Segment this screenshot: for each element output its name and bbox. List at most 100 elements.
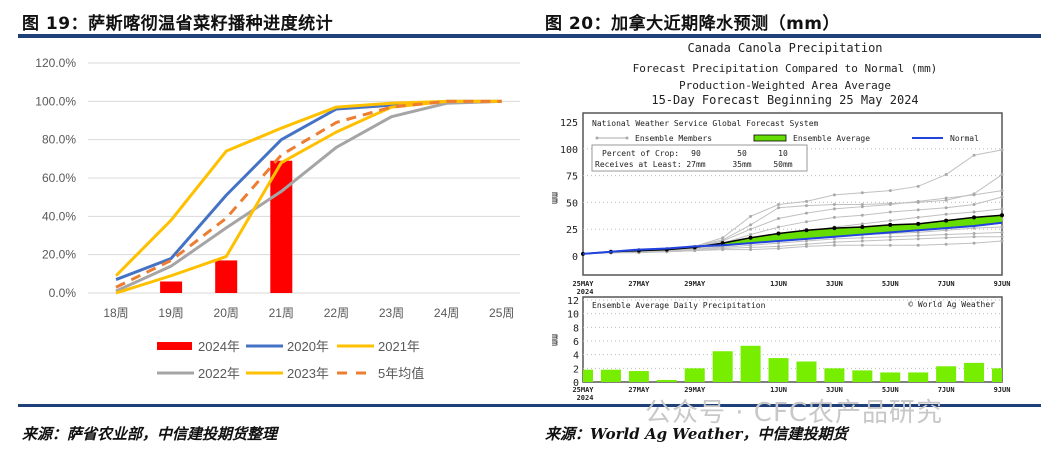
ensemble-member-line	[582, 240, 1003, 255]
daily-precip-bar	[992, 368, 1002, 382]
ensemble-member-point	[777, 241, 781, 245]
ensemble-member-point	[1000, 173, 1004, 177]
series-line	[114, 99, 502, 277]
ensemble-member-point	[749, 233, 753, 237]
bottom-divider	[18, 404, 1041, 407]
ensemble-average-point	[720, 241, 725, 246]
ensemble-average-point	[748, 235, 753, 240]
ensemble-average-point	[916, 221, 921, 226]
x-tick-label: 1JUN	[770, 386, 787, 394]
ensemble-member-point	[916, 237, 920, 241]
ensemble-member-point	[944, 196, 948, 200]
chart-title-line: Canada Canola Precipitation	[687, 41, 882, 55]
ensemble-average-point	[776, 231, 781, 236]
x-tick-label: 5JUN	[882, 280, 899, 288]
ensemble-member-point	[972, 231, 976, 235]
y-axis-label: mm	[549, 334, 560, 346]
ensemble-member-point	[972, 226, 976, 230]
figure-19-title: 图 19：萨斯喀彻温省菜籽播种进度统计	[22, 14, 334, 34]
ensemble-member-point	[860, 222, 864, 226]
x-tick-label: 23周	[379, 306, 404, 320]
ensemble-member-line	[582, 236, 1002, 255]
ensemble-member-point	[860, 239, 864, 243]
daily-precip-bar	[740, 345, 761, 382]
ensemble-member-point	[749, 243, 753, 247]
series-line	[115, 99, 502, 293]
watermark: 公众号 · CFC农产品研究	[645, 398, 944, 428]
crop-percent-box	[591, 144, 808, 172]
x-tick-label: 19周	[158, 306, 183, 320]
ensemble-member-point	[916, 234, 920, 238]
legend-average-swatch	[753, 134, 787, 142]
ensemble-member-point	[916, 230, 920, 234]
crop-box-text: Receives at Least:	[595, 160, 682, 169]
ensemble-member-point	[888, 238, 892, 242]
ensemble-average-point	[944, 218, 949, 223]
ensemble-member-point	[860, 213, 864, 217]
ensemble-member-point	[972, 193, 976, 197]
ensemble-member-line	[582, 231, 1003, 255]
ensemble-member-point	[888, 210, 892, 214]
year-label: 2024	[577, 288, 594, 296]
ensemble-member-point	[749, 248, 753, 252]
x-tick-label: 20周	[214, 306, 239, 320]
legend-label: 2020年	[287, 339, 329, 354]
ensemble-member-point	[777, 206, 781, 210]
ensemble-average-point	[832, 226, 837, 231]
lower-panel-frame	[582, 296, 1003, 383]
chart-title-line: 15-Day Forecast Beginning 25 May 2024	[651, 93, 918, 107]
y-tick-label: 60.0%	[42, 171, 76, 185]
x-tick-label: 18周	[103, 306, 128, 320]
y-tick-label: 25	[566, 225, 578, 236]
ensemble-member-point	[832, 203, 836, 207]
ensemble-member-point	[1000, 235, 1004, 239]
x-tick-label: 25MAY	[572, 280, 594, 288]
ensemble-member-point	[804, 239, 808, 243]
x-tick-label: 25MAY	[572, 386, 594, 394]
ensemble-member-point	[1000, 239, 1004, 243]
daily-precip-bar	[583, 369, 593, 382]
ensemble-member-point	[972, 153, 976, 157]
upper-panel-frame	[582, 112, 1003, 276]
bar-2024	[215, 260, 238, 293]
ensemble-member-point	[1000, 195, 1004, 199]
normal-line	[582, 221, 1003, 255]
y-tick-label: 0	[573, 378, 579, 389]
ensemble-member-point	[749, 223, 753, 227]
ensemble-member-point	[860, 243, 864, 247]
daily-precip-bar	[824, 368, 845, 382]
legend-members-swatch	[625, 136, 629, 140]
x-tick-label: 21周	[269, 306, 294, 320]
ensemble-member-point	[777, 246, 781, 250]
y-tick-label: 8	[573, 323, 579, 334]
ensemble-member-point	[804, 204, 808, 208]
ensemble-member-point	[944, 173, 948, 177]
year-label: 2024	[577, 394, 594, 402]
bar-2024	[270, 160, 293, 293]
crop-box-text: Percent of Crop:	[602, 149, 679, 158]
ensemble-member-point	[804, 211, 808, 215]
ensemble-member-point	[1000, 189, 1004, 193]
ensemble-member-point	[888, 189, 892, 193]
ensemble-member-point	[721, 236, 725, 240]
top-divider	[18, 34, 1041, 38]
y-tick-label: 100	[560, 145, 578, 156]
ensemble-member-point	[916, 243, 920, 247]
figure-20-source: 来源：World Ag Weather，中信建投期货	[545, 425, 848, 443]
crop-box-text: 35mm	[732, 160, 751, 169]
x-tick-label: 5JUN	[882, 386, 899, 394]
x-tick-label: 1JUN	[770, 280, 787, 288]
ensemble-member-point	[888, 243, 892, 247]
ensemble-member-point	[1000, 148, 1004, 152]
legend-normal-label: Normal	[950, 134, 979, 143]
daily-precip-bar	[768, 358, 789, 382]
ensemble-member-point	[944, 236, 948, 240]
legend-label: 2021年	[378, 339, 420, 354]
x-tick-label: 3JUN	[826, 386, 843, 394]
ensemble-member-point	[1000, 225, 1004, 229]
ensemble-member-point	[832, 193, 836, 197]
legend-label: 2022年	[198, 366, 240, 381]
daily-precip-bar	[964, 362, 985, 382]
crop-box-text: 10	[778, 149, 788, 158]
ensemble-member-point	[888, 203, 892, 207]
